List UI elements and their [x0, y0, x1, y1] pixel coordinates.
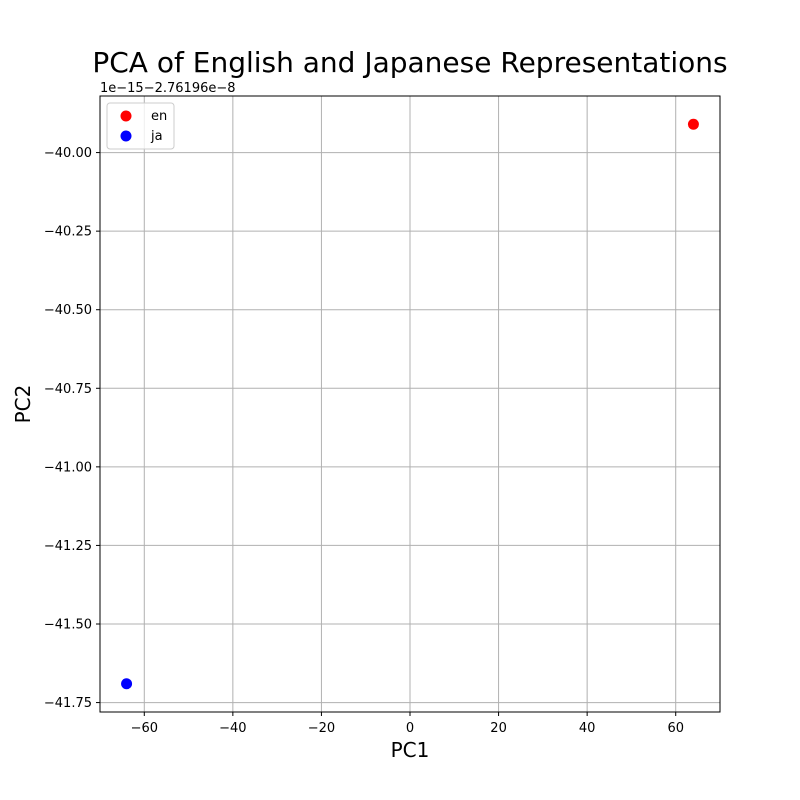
plot-area-frame [99, 95, 721, 713]
x-tick-label: 0 [406, 721, 414, 736]
y-tick-label: −40.00 [44, 146, 92, 161]
y-tick-label: −41.00 [44, 460, 92, 475]
x-axis-title: PC1 [391, 738, 430, 762]
legend-label-ja: ja [150, 129, 163, 144]
y-tick-label: −40.50 [44, 303, 92, 318]
x-tick-label: 40 [579, 721, 596, 736]
y-axis-title: PC2 [11, 385, 35, 424]
x-tick-label: −40 [219, 721, 246, 736]
x-tick-label: −20 [308, 721, 335, 736]
x-tick-label: 20 [490, 721, 507, 736]
x-tick-label: 60 [667, 721, 684, 736]
y-tick-label: −41.50 [44, 618, 92, 633]
data-points [121, 118, 699, 690]
x-tick-label: −60 [131, 721, 158, 736]
chart-title: PCA of English and Japanese Representati… [92, 46, 727, 79]
y-tick-label: −40.75 [44, 382, 92, 397]
scatter-point-en [687, 118, 699, 130]
axis-ticks: −60 −40 −20 0 20 40 60 −40.00 −40.25 −40.50 −40.75… [44, 146, 684, 736]
y-axis-offset-label: 1e−15−2.76196e−8 [100, 81, 236, 96]
y-tick-label: −40.25 [44, 225, 92, 240]
legend-marker-en [120, 110, 132, 122]
legend-marker-ja [120, 130, 132, 142]
scatter-point-ja [121, 678, 133, 690]
legend: en ja [106, 102, 175, 150]
grid [100, 96, 720, 712]
y-tick-label: −41.25 [44, 539, 92, 554]
legend-label-en: en [151, 109, 167, 124]
y-tick-label: −41.75 [44, 696, 92, 711]
